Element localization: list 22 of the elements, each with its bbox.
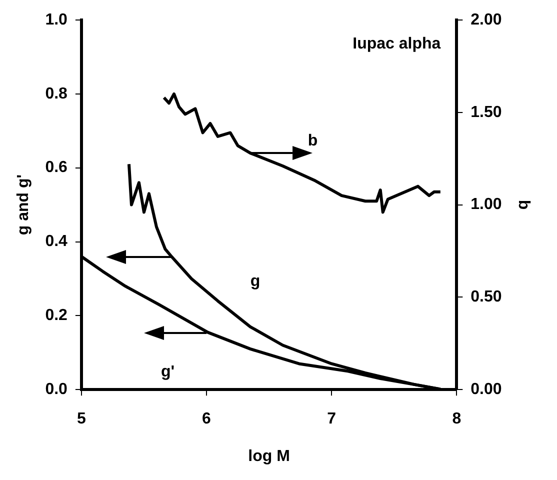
y2-tick-label: 1.50 [470, 104, 502, 121]
text: g' [160, 364, 175, 381]
x-tick-label: 6 [202, 410, 212, 428]
y2-tick-label: 2.00 [470, 11, 502, 28]
y-tick-label: 0.6 [45, 159, 68, 176]
y-tick-label: 1.0 [45, 11, 68, 28]
y-tick-label: 0.4 [45, 233, 68, 250]
x-tick-label: 7 [327, 410, 336, 428]
y2-tick-label: 0.00 [470, 381, 502, 398]
y-tick-label: 0.8 [45, 85, 68, 102]
y2-axis-title: b [514, 200, 532, 210]
x-tick-label: 8 [452, 410, 462, 428]
series-label: g [250, 273, 260, 290]
y2-tick-label: 0.50 [470, 288, 502, 306]
y-axis-title: g and g' [15, 174, 32, 236]
annotation: Iupac alpha [352, 35, 441, 52]
series-label: b [308, 132, 318, 150]
y-tick-label: 0.2 [45, 307, 68, 324]
x-tick-label: 5 [76, 410, 86, 428]
x-axis-title: log M [248, 448, 290, 465]
y-tick-label: 0.0 [45, 381, 68, 398]
y2-tick-label: 1.00 [470, 196, 502, 214]
